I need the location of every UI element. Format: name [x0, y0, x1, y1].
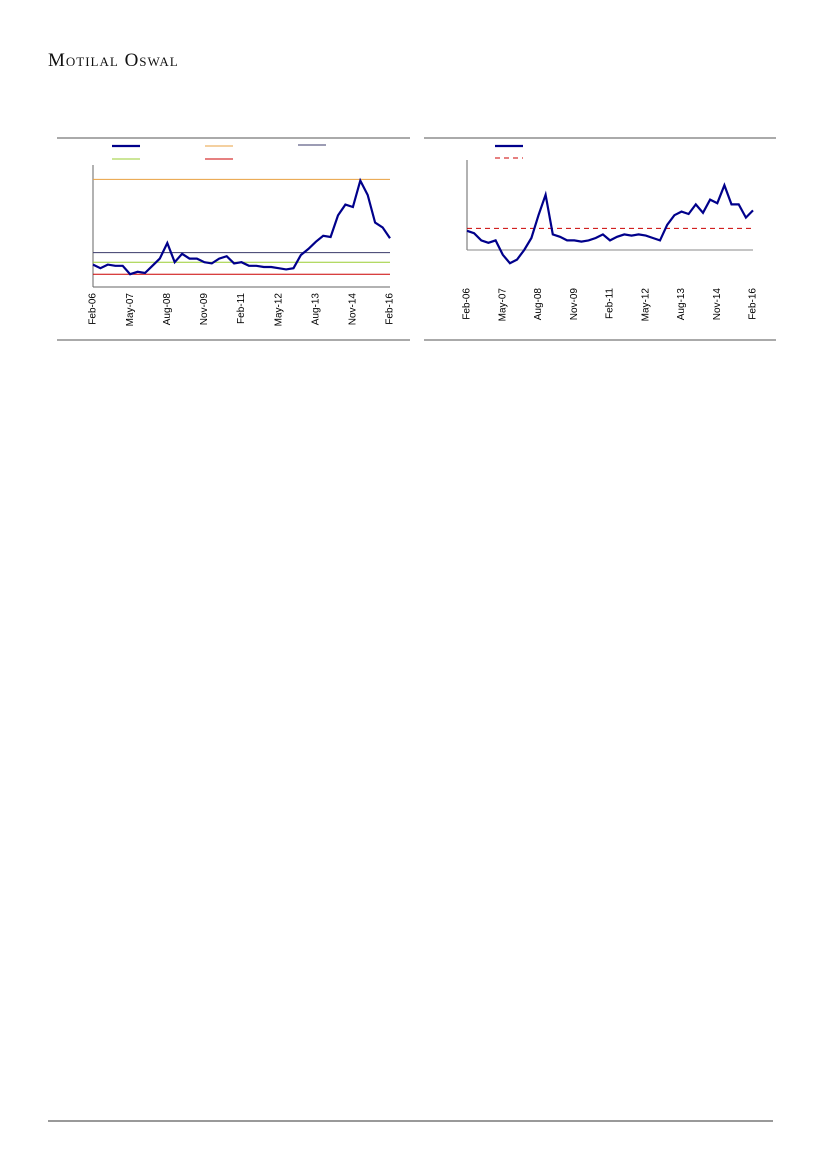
x-tick-label: May-07: [497, 288, 508, 322]
x-tick-label: Feb-06: [462, 288, 473, 320]
x-tick-label: Feb-11: [605, 288, 616, 319]
x-tick-label: Aug-08: [162, 293, 173, 326]
x-tick-label: Feb-11: [236, 293, 247, 324]
x-tick-label: Nov-09: [569, 288, 580, 321]
series-line: [466, 182, 754, 265]
x-tick-label: Aug-13: [676, 288, 687, 321]
series-line: [92, 177, 391, 276]
x-tick-label: Feb-16: [385, 293, 396, 325]
brand: Motilal Oswal: [48, 50, 179, 71]
x-tick-label: Aug-08: [533, 288, 544, 321]
x-tick-label: May-12: [273, 293, 284, 327]
x-tick-label: Feb-06: [88, 293, 99, 325]
x-tick-label: Nov-14: [348, 293, 359, 326]
x-tick-label: Nov-09: [199, 293, 210, 326]
x-tick-label: May-12: [640, 288, 651, 322]
x-tick-label: Aug-13: [310, 293, 321, 326]
x-tick-label: Feb-16: [748, 288, 759, 320]
x-tick-label: May-07: [125, 293, 136, 327]
x-tick-label: Nov-14: [712, 288, 723, 321]
